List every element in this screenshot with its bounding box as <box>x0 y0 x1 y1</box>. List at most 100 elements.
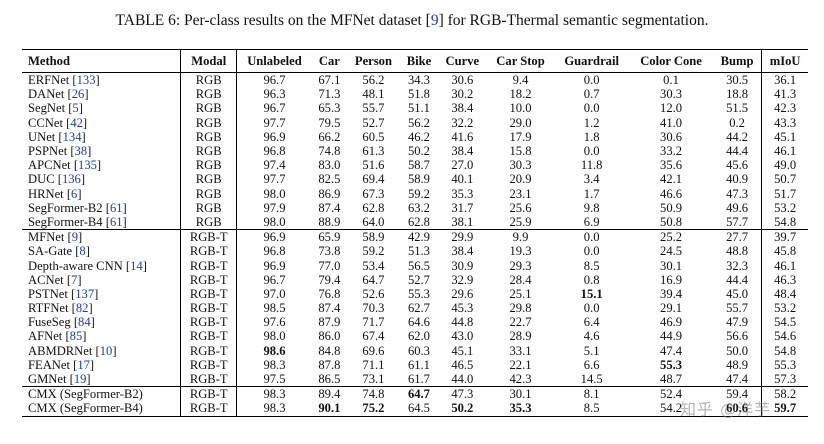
value-cell: 47.4 <box>660 343 683 358</box>
citation-link[interactable]: 10 <box>99 343 113 358</box>
value-cell: 52.4 <box>629 386 713 402</box>
modal-cell: RGB-T <box>180 286 237 301</box>
citation-link[interactable]: 17 <box>77 357 90 372</box>
citation-link[interactable]: 85 <box>69 329 83 344</box>
value-cell: 50.9 <box>660 200 683 215</box>
value-cell: 67.1 <box>312 72 347 88</box>
value-cell: 0.0 <box>583 244 600 259</box>
value-cell: 29.1 <box>660 301 683 316</box>
citation-link[interactable]: 135 <box>78 158 97 173</box>
citation-link[interactable]: 9 <box>71 230 79 245</box>
value-cell: 79.5 <box>318 115 341 130</box>
header-unlabeled: Unlabeled <box>236 49 313 73</box>
value-cell: 0.0 <box>583 301 600 316</box>
citation-link[interactable]: 136 <box>61 172 81 187</box>
citation-link[interactable]: 42 <box>70 115 83 130</box>
value-cell: 41.3 <box>774 87 797 102</box>
value-cell: 42.3 <box>509 372 532 387</box>
value-cell: 0.1 <box>629 72 713 88</box>
citation-link[interactable]: 6 <box>71 186 78 201</box>
value-cell: 83.0 <box>318 158 341 173</box>
value-cell: 9.9 <box>486 229 555 245</box>
value-cell: 47.9 <box>712 315 763 330</box>
value-cell: 98.3 <box>236 401 313 417</box>
citation-link[interactable]: 7 <box>71 272 78 287</box>
method-cell: DUC [136] <box>22 172 182 187</box>
value-cell: 82.5 <box>318 172 341 187</box>
citation-link[interactable]: 84 <box>78 315 91 330</box>
method-cell: Depth-aware CNN [14] <box>22 258 182 273</box>
value-cell: 27.7 <box>712 229 763 245</box>
value-cell: 47.3 <box>712 186 763 201</box>
value-cell: 73.8 <box>318 244 341 259</box>
value-cell: 22.7 <box>509 315 532 330</box>
citation-link[interactable]: 8 <box>79 244 86 259</box>
method-name: DANet <box>28 87 65 102</box>
citation-link[interactable]: 134 <box>62 129 82 144</box>
value-cell: 62.8 <box>407 214 430 229</box>
citation-link[interactable]: 61 <box>109 200 123 215</box>
modal-cell: RGB <box>180 172 237 187</box>
table-row: SegFormer-B4 [61] RGB 98.0 88.9 64.0 62.8 38.1… <box>22 214 808 230</box>
citation-link[interactable]: 26 <box>71 87 85 102</box>
value-cell: 87.8 <box>318 357 341 372</box>
modal-cell: RGB-T <box>180 272 237 287</box>
value-cell: 77.0 <box>318 258 341 273</box>
method-name: AFNet <box>28 329 63 344</box>
citation-link[interactable]: 82 <box>75 301 89 316</box>
method-cell: CMX (SegFormer-B2) <box>22 386 182 402</box>
value-cell: 97.4 <box>263 158 286 173</box>
value-cell: 54.2 <box>629 401 713 417</box>
value-cell: 54.8 <box>774 343 797 358</box>
value-cell: 86.0 <box>318 329 341 344</box>
citation-link[interactable]: 19 <box>73 372 87 387</box>
citation-link[interactable]: 61 <box>109 214 123 229</box>
modal-cell: RGB-T <box>180 357 237 372</box>
method-cell: GMNet [19] <box>22 371 182 387</box>
value-cell: 46.3 <box>774 272 797 287</box>
method-cell: SegFormer-B2 [61] <box>22 200 182 215</box>
value-cell: 53.2 <box>774 301 797 316</box>
value-cell: 32.3 <box>712 258 763 273</box>
method-name: APCNet <box>28 158 71 173</box>
value-cell: 48.9 <box>712 357 763 372</box>
value-cell: 29.6 <box>451 286 474 301</box>
value-cell: 42.1 <box>660 172 683 187</box>
value-cell: 57.7 <box>712 214 763 230</box>
citation-link[interactable]: 14 <box>130 258 143 273</box>
caption-ref[interactable]: 9 <box>430 12 439 29</box>
method-cell: SegNet [5] <box>22 101 182 116</box>
method-cell: CCNet [42] <box>22 115 182 130</box>
value-cell: 54.8 <box>774 214 797 229</box>
value-cell: 38.1 <box>451 214 474 229</box>
value-cell: 62.8 <box>362 200 385 215</box>
citation-link[interactable]: 137 <box>75 286 95 301</box>
value-cell: 4.6 <box>583 329 600 344</box>
citation-link[interactable]: 133 <box>76 73 96 88</box>
value-cell: 6.4 <box>583 315 600 330</box>
value-cell: 64.7 <box>362 272 385 287</box>
value-cell: 29.8 <box>509 301 532 316</box>
table-row: ERFNet [133] RGB 96.7 67.1 56.2 34.3 30.6 9.4 0.… <box>22 72 808 88</box>
value-cell: 30.1 <box>486 386 555 402</box>
value-cell: 19.3 <box>509 244 532 259</box>
table-row: MFNet [9] RGB-T 96.9 65.9 58.9 42.9 29.9 9.9 0.0… <box>22 229 808 245</box>
value-cell: 87.4 <box>318 301 341 316</box>
value-cell: 76.8 <box>318 286 341 301</box>
value-cell: 46.6 <box>660 186 683 201</box>
citation-link[interactable]: 38 <box>74 144 88 159</box>
value-cell: 98.3 <box>263 357 286 372</box>
modal-cell: RGB <box>180 143 237 159</box>
value-cell: 33.1 <box>509 343 532 358</box>
method-name: SegFormer-B4 <box>28 214 103 229</box>
method-cell: PSPNet [38] <box>22 143 182 159</box>
value-cell: 46.1 <box>774 258 797 273</box>
header-bike: Bike <box>400 49 438 73</box>
value-cell: 44.9 <box>660 329 683 344</box>
value-cell: 30.3 <box>660 87 683 102</box>
header-modal: Modal <box>180 49 237 73</box>
value-cell: 41.6 <box>451 129 474 144</box>
citation-link[interactable]: 5 <box>72 101 79 116</box>
table-row: APCNet [135] RGB 97.4 83.0 51.6 58.7 27.0 30.3 1… <box>22 158 808 173</box>
table-row: DUC [136] RGB 97.7 82.5 69.4 58.9 40.1 20.9 3.4 4… <box>22 172 808 187</box>
